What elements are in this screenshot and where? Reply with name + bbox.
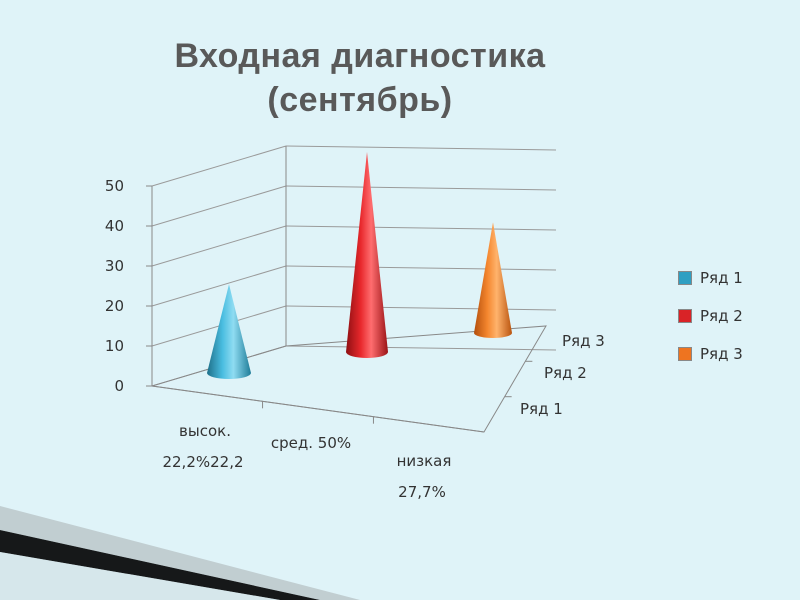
depth-axis-label: Ряд 3 [562, 332, 605, 350]
legend-label: Ряд 1 [700, 269, 743, 287]
gridline [285, 145, 557, 151]
gridline [151, 225, 287, 267]
y-tick-label: 50 [105, 177, 124, 195]
legend-label: Ряд 2 [700, 307, 743, 325]
cone-2 [346, 152, 388, 358]
y-tick-label: 0 [114, 377, 124, 395]
cone-1 [207, 284, 251, 379]
depth-axis-label: Ряд 1 [520, 400, 563, 418]
cone-body [207, 284, 251, 379]
gridline [285, 225, 557, 231]
x-category-label: сред. 50% [271, 434, 351, 452]
chart-cones [207, 152, 512, 379]
x-axis [151, 385, 485, 433]
gridline [151, 265, 287, 307]
legend-swatch [678, 309, 692, 323]
legend-item: Ряд 3 [678, 344, 743, 364]
gridline [151, 185, 287, 227]
x-category-sublabel: 27,7% [398, 483, 446, 501]
page-title: Входная диагностика (сентябрь) [0, 34, 720, 122]
gridline [151, 145, 287, 187]
y-tick-label: 20 [105, 297, 124, 315]
legend-swatch [678, 347, 692, 361]
chart-grid [151, 145, 557, 387]
gridline [285, 305, 557, 311]
title-line-2: (сентябрь) [267, 81, 453, 119]
x-category-label: высок. [179, 422, 231, 440]
y-tick-label: 40 [105, 217, 124, 235]
gridline [285, 345, 557, 351]
depth-axis-label: Ряд 2 [544, 364, 587, 382]
y-tick-label: 10 [105, 337, 124, 355]
x-category-sublabel: 22,2%22,2 [162, 453, 243, 471]
chart-legend: Ряд 1 Ряд 2 Ряд 3 [678, 268, 743, 382]
cone-body [346, 152, 388, 358]
cone-body [474, 222, 512, 338]
chart-labels: 0 10 20 30 40 50 высок. 22,2%22,2 сред. 50% низка… [105, 177, 605, 501]
y-tick-label: 30 [105, 257, 124, 275]
legend-item: Ряд 2 [678, 306, 743, 326]
legend-label: Ряд 3 [700, 345, 743, 363]
gridline [285, 185, 557, 191]
title-line-1: Входная диагностика [174, 37, 546, 75]
gridline [285, 265, 557, 271]
cone-3 [474, 222, 512, 338]
legend-item: Ряд 1 [678, 268, 743, 288]
x-category-label: низкая [397, 452, 452, 470]
legend-swatch [678, 271, 692, 285]
